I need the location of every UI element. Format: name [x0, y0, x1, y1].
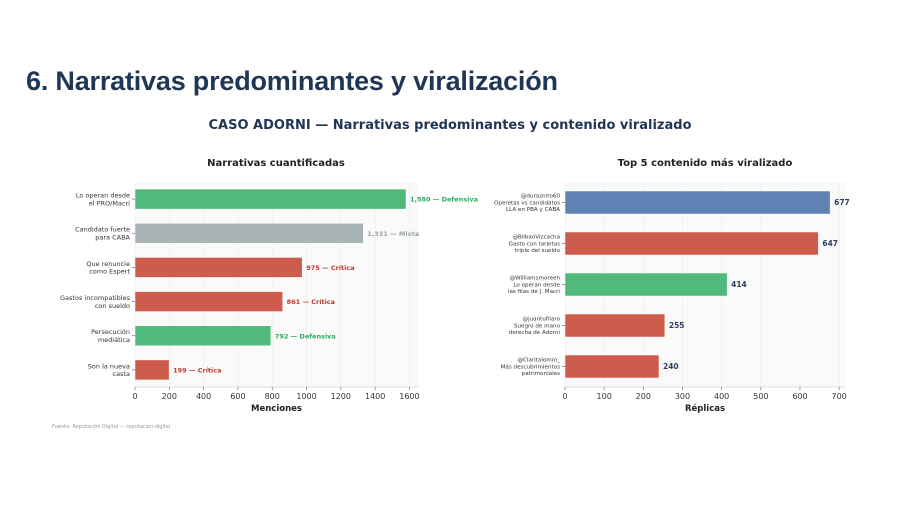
x-axis-label: Menciones	[251, 404, 302, 414]
y-tick-label: @Williamsmoreeh Lo operan desde las filas …	[508, 276, 561, 295]
source-note: Fuente: Reputación Digital — reputacion.…	[52, 424, 171, 430]
x-tick-label: 200	[636, 392, 651, 401]
x-tick-label: 1000	[296, 392, 316, 401]
y-tick-label: @Claritalomm_ Más descubrimientos patrimon…	[501, 358, 561, 377]
x-tick-label: 600	[792, 392, 807, 401]
x-axis-label: Réplicas	[685, 403, 725, 414]
y-tick-label: Candidato fuerte para CABA	[75, 226, 130, 242]
page-title: 6. Narrativas predominantes y viralizaci…	[26, 66, 558, 96]
data-label: 414	[731, 280, 747, 289]
bar	[134, 257, 303, 278]
data-label: 255	[669, 321, 685, 330]
bar	[564, 231, 819, 256]
plot-area	[135, 182, 418, 387]
x-tick-label: 0	[562, 392, 567, 401]
bar	[564, 272, 728, 297]
x-tick-label: 600	[230, 392, 245, 401]
y-tick-label: @duraznito60 Operetas vs candidatos LLA en…	[494, 194, 560, 213]
data-label: 861 — Crítica	[287, 298, 335, 306]
y-tick-label: Gastos incompatibles con sueldo	[60, 294, 131, 310]
chart-title: Narrativas cuantificadas	[207, 158, 345, 169]
data-label: 1,580 — Defensiva	[410, 196, 478, 204]
x-tick-label: 100	[597, 392, 612, 401]
data-label: 199 — Crítica	[173, 366, 221, 374]
bar	[134, 325, 272, 346]
bar	[564, 354, 660, 379]
x-tick-label: 800	[265, 392, 280, 401]
x-tick-label: 1400	[365, 392, 385, 401]
x-tick-label: 200	[162, 392, 177, 401]
y-tick-label: @juantufilaro Suegro de mano derecha de Ad…	[509, 317, 561, 336]
x-tick-label: 1600	[399, 392, 419, 401]
x-tick-label: 300	[675, 392, 690, 401]
chart-title: Top 5 contenido más viralizado	[618, 157, 793, 169]
x-tick-label: 400	[196, 392, 211, 401]
data-label: 240	[663, 362, 679, 371]
bar	[134, 291, 283, 312]
bar	[134, 223, 364, 244]
data-label: 792 — Defensiva	[275, 332, 336, 340]
y-tick-label: Son la nueva casta	[88, 362, 130, 378]
y-tick-label: Lo operan desde el PRO/Macri	[76, 191, 130, 207]
y-tick-label: Que renuncie como Espert	[86, 260, 130, 276]
bar	[564, 313, 666, 338]
data-label: 647	[822, 239, 838, 248]
bar	[134, 188, 407, 210]
x-tick-label: 400	[714, 392, 729, 401]
data-label: 975 — Crítica	[306, 264, 354, 272]
x-tick-label: 1200	[331, 392, 351, 401]
data-label: 677	[834, 198, 850, 207]
x-tick-label: 700	[831, 392, 846, 401]
y-tick-label: Persecución mediática	[91, 328, 130, 344]
x-tick-label: 500	[753, 392, 768, 401]
bar	[564, 190, 831, 215]
x-tick-label: 0	[132, 392, 137, 401]
bar	[134, 359, 170, 381]
chart-suptitle: CASO ADORNI — Narrativas predominantes y…	[208, 118, 692, 133]
data-label: 1,331 — Mixta	[367, 230, 419, 238]
y-tick-label: @BilbaoVizcacha Gasto con tarjetas triple …	[509, 235, 561, 254]
